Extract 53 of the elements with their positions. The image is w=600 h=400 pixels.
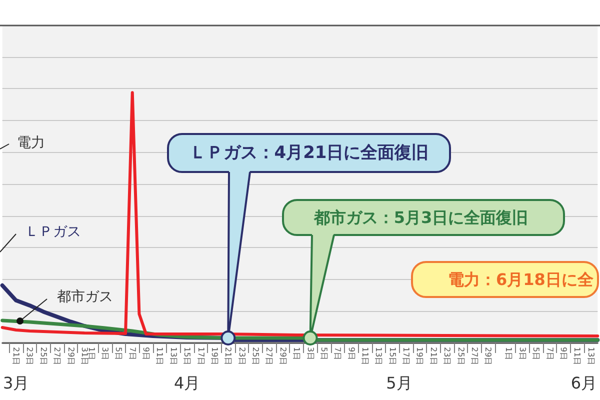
x-tick-label: 23日: [237, 347, 246, 366]
x-tick-label: 19日: [210, 347, 219, 366]
x2-tick-label: 6月: [570, 374, 598, 392]
x-tick-label: 23日: [442, 347, 452, 366]
x-tick-label: 3日: [518, 347, 527, 360]
series-label: 都市ガス: [57, 289, 113, 305]
x-tick-label: 29日: [66, 347, 76, 366]
x-tick-label: 11日: [155, 347, 164, 366]
text: 電力: [17, 135, 45, 151]
x-tick-label: 27日: [264, 347, 274, 366]
x-tick-label: 29日: [484, 347, 493, 366]
x2-tick-label: 4月: [174, 374, 200, 392]
annotation: 都市ガス：5月3日に全面復旧: [312, 208, 528, 227]
x-tick-label: 19日: [415, 347, 424, 366]
x-tick-label: 15日: [182, 347, 192, 366]
x-tick-label: 11日: [360, 347, 370, 366]
x-tick-label: 11日: [572, 347, 582, 366]
x-tick-label: 7日: [545, 347, 554, 360]
x-tick-label: 7日: [333, 347, 342, 360]
x-tick-label: 27日: [52, 347, 62, 366]
x-tick-label: 23日: [25, 347, 34, 366]
x-tick-label: 1日: [504, 347, 514, 360]
x-tick-label: 3日: [100, 347, 110, 360]
x-tick-label: 5日: [319, 347, 328, 360]
x-tick-label: 9日: [142, 347, 151, 360]
x-tick-label: 9日: [346, 347, 356, 360]
x-tick-label: 3日: [306, 347, 315, 360]
x-tick-label: 21日: [224, 347, 233, 366]
x-tick-label: 17日: [402, 347, 411, 366]
x-tick-label: 7日: [128, 347, 137, 360]
x2-tick-label: 5月: [386, 374, 412, 392]
x-tick-label: 9日: [558, 347, 568, 360]
x-tick-label: 15日: [388, 347, 397, 366]
x-tick-label: 25日: [456, 347, 466, 366]
x-tick-label: 21日: [428, 347, 438, 366]
x-tick-label: 13日: [374, 347, 384, 366]
x-tick-label: 31日: [80, 347, 89, 366]
x-tick-label: 27日: [470, 347, 479, 366]
annotation: ＬＰガス：4月21日に全面復旧: [189, 143, 429, 163]
x-tick-label: 5日: [532, 347, 541, 360]
x-tick-label: 13日: [586, 347, 596, 366]
x2-tick-label: 3月: [2, 374, 30, 392]
x-tick-label: 29日: [278, 347, 288, 366]
x-tick-label: 21日: [12, 347, 21, 366]
x-tick-label: 17日: [196, 347, 206, 366]
x-tick-label: 13日: [168, 347, 178, 366]
x-tick-label: 25日: [251, 347, 260, 366]
x-tick-label: 25日: [38, 347, 48, 366]
x-tick-label: 1日: [292, 347, 302, 360]
annotation: 電力：6月18日に全: [448, 270, 594, 289]
x-tick-label: 1日: [86, 347, 96, 360]
text: ＬＰガス: [25, 224, 81, 240]
x-tick-label: 5日: [114, 347, 124, 360]
